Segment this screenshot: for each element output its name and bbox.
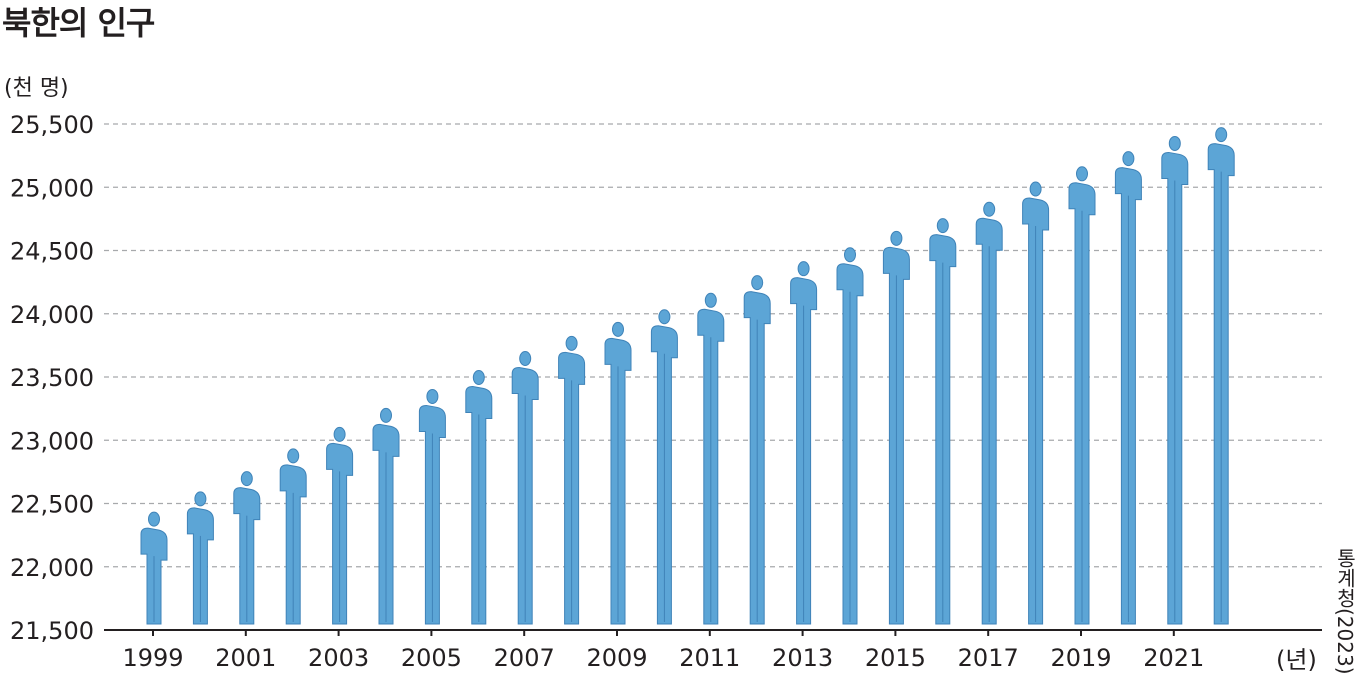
- bar: [186, 491, 214, 625]
- bar: [1161, 135, 1189, 625]
- y-tick-label: 23,000: [10, 427, 94, 455]
- x-axis-ticks: 1999 2001 2003 2005 2007 2009 2011 2013 2015 2017…: [122, 630, 1204, 672]
- x-tick-label: 1999: [122, 644, 183, 672]
- x-tick-label: 2001: [215, 644, 276, 672]
- x-tick-label: 2015: [865, 644, 926, 672]
- bar: [1114, 151, 1142, 625]
- y-tick-label: 23,500: [10, 364, 94, 392]
- x-tick-label: 2007: [494, 644, 555, 672]
- bar: [233, 471, 261, 625]
- x-tick-label: 2013: [772, 644, 833, 672]
- x-axis-unit-label: (년): [1276, 646, 1317, 674]
- x-tick-label: 2005: [401, 644, 462, 672]
- x-tick-label: 2019: [1050, 644, 1111, 672]
- bar: [650, 309, 678, 625]
- source-label: 통계청(2023): [1333, 548, 1357, 675]
- bar: [465, 369, 493, 625]
- y-tick-label: 24,000: [10, 301, 94, 329]
- y-axis-ticks: 21,500 22,000 22,500 23,000 23,500 24,000 24,5…: [10, 111, 94, 645]
- grid-lines: [104, 123, 1322, 568]
- x-tick-label: 2017: [958, 644, 1019, 672]
- x-tick-label: 2011: [679, 644, 740, 672]
- y-tick-label: 22,000: [10, 554, 94, 582]
- bar: [418, 388, 446, 625]
- bar: [1022, 181, 1050, 625]
- bar: [1068, 166, 1096, 625]
- y-tick-label: 25,500: [10, 111, 94, 139]
- bar: [558, 335, 586, 625]
- bar: [511, 350, 539, 625]
- bar: [372, 407, 400, 625]
- bar: [279, 448, 307, 625]
- y-tick-label: 24,500: [10, 238, 94, 266]
- y-axis-unit-label: (천 명): [4, 76, 69, 101]
- y-tick-label: 21,500: [10, 617, 94, 645]
- bar: [790, 261, 818, 625]
- bar: [929, 218, 957, 625]
- bar: [326, 426, 354, 625]
- x-tick-label: 2021: [1143, 644, 1204, 672]
- bar: [743, 275, 771, 625]
- bar: [140, 511, 168, 625]
- y-tick-label: 25,000: [10, 174, 94, 202]
- bars: [140, 127, 1235, 625]
- y-tick-label: 22,500: [10, 491, 94, 519]
- chart-title: 북한의 인구: [2, 4, 155, 42]
- bar: [836, 247, 864, 625]
- bar: [1207, 127, 1235, 625]
- bar: [697, 292, 725, 625]
- bar: [604, 321, 632, 625]
- bar: [882, 230, 910, 625]
- x-tick-label: 2003: [308, 644, 369, 672]
- x-tick-label: 2009: [586, 644, 647, 672]
- bar: [975, 201, 1003, 625]
